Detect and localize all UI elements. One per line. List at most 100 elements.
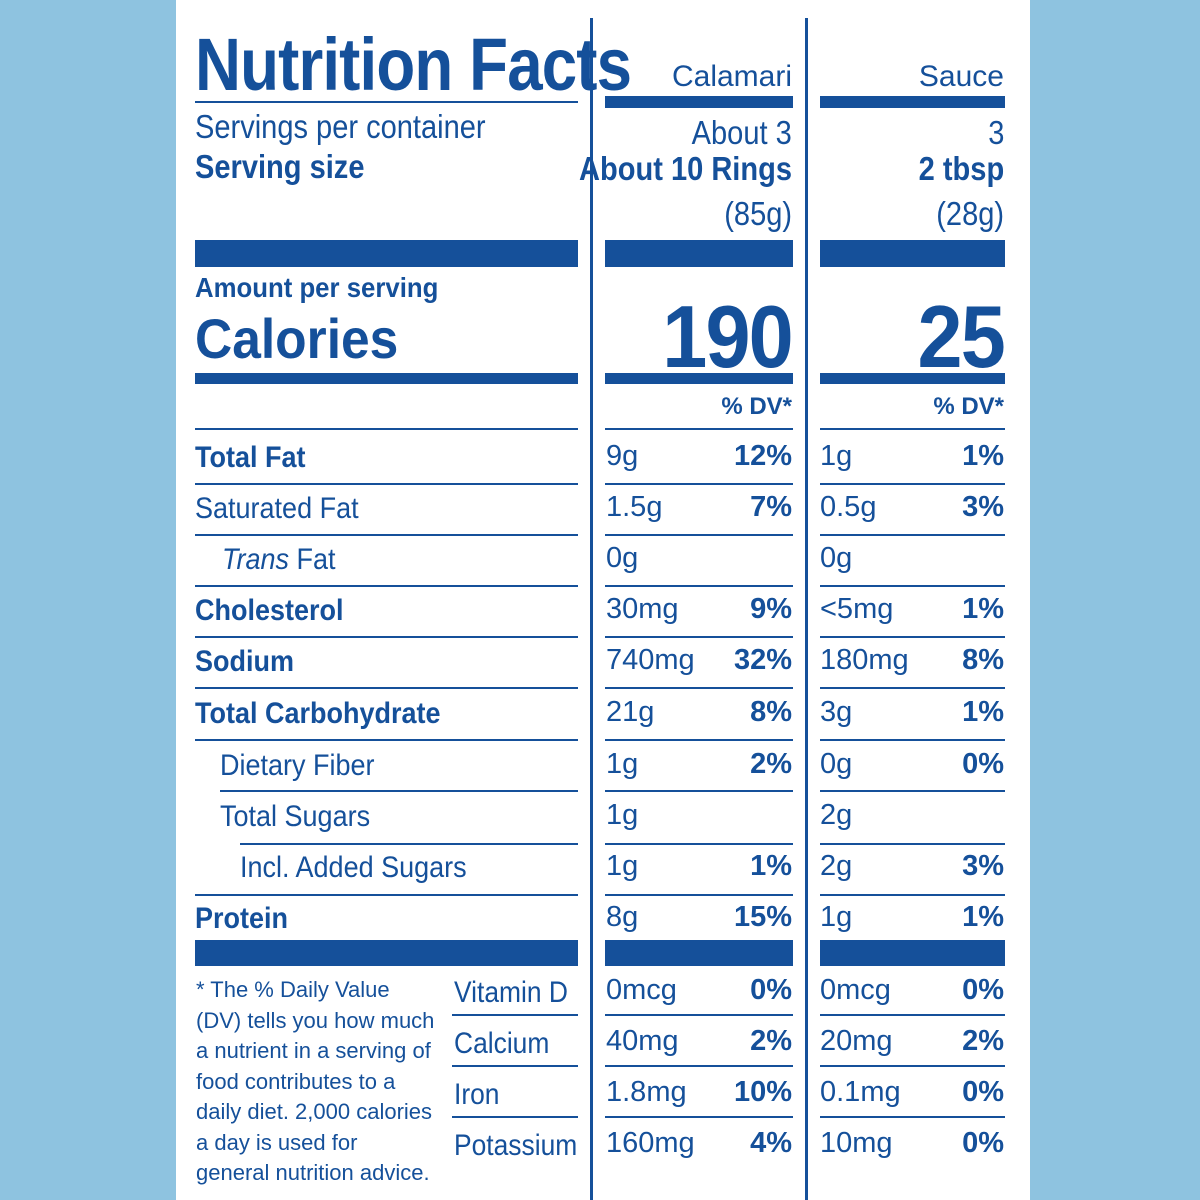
trans-rest: Fat bbox=[289, 543, 336, 576]
sauce-dv: 1% bbox=[962, 901, 1004, 933]
row-rule bbox=[605, 843, 793, 845]
calamari-dv: 9% bbox=[750, 593, 792, 625]
calories-label: Calories bbox=[195, 307, 399, 370]
row-rule bbox=[820, 843, 1005, 845]
title-rule bbox=[195, 101, 578, 103]
calamari-amount: 0g bbox=[606, 542, 639, 574]
row-rule bbox=[605, 1116, 793, 1118]
sauce-serving-size: 2 tbsp bbox=[918, 150, 1004, 187]
amount-per-serving-label: Amount per serving bbox=[195, 272, 439, 303]
calamari-dv: 12% bbox=[733, 440, 792, 472]
row-rule bbox=[195, 894, 578, 896]
sauce-amount: 180mg bbox=[820, 644, 909, 676]
row-rule bbox=[240, 843, 578, 845]
row-rule bbox=[820, 585, 1005, 587]
sauce-amount: 0g bbox=[820, 748, 853, 780]
sauce-dv: 3% bbox=[962, 491, 1004, 523]
vitamin-name: Vitamin D bbox=[454, 976, 568, 1009]
calamari-amount: 9g bbox=[606, 440, 639, 472]
row-rule bbox=[605, 534, 793, 536]
sauce-amount: 0mcg bbox=[820, 974, 891, 1006]
sauce-protein-bar bbox=[820, 940, 1005, 966]
row-rule bbox=[195, 636, 578, 638]
calamari-amount: 1g bbox=[606, 799, 639, 831]
row-rule bbox=[820, 894, 1005, 896]
calamari-amount: 30mg bbox=[606, 593, 679, 625]
calamari-serving-size: About 10 Rings bbox=[579, 150, 792, 187]
sauce-serving-weight: (28g) bbox=[936, 195, 1004, 232]
sauce-dv: 1% bbox=[962, 440, 1004, 472]
row-rule bbox=[820, 1065, 1005, 1067]
nutrient-name: Incl. Added Sugars bbox=[240, 851, 467, 884]
calamari-column-header: Calamari bbox=[671, 60, 792, 93]
sauce-dv: 0% bbox=[962, 1076, 1004, 1108]
column-divider-right bbox=[805, 18, 808, 1200]
calamari-dv: 10% bbox=[733, 1076, 792, 1108]
sauce-amount: <5mg bbox=[820, 593, 894, 625]
sauce-calories-bar bbox=[820, 373, 1005, 384]
row-rule bbox=[820, 483, 1005, 485]
servings-per-container-label: Servings per container bbox=[195, 108, 486, 145]
calamari-thick-bar bbox=[605, 240, 793, 267]
calamari-dv: 8% bbox=[750, 696, 792, 728]
calamari-dv-header: % DV* bbox=[721, 393, 792, 420]
calamari-amount: 21g bbox=[606, 696, 655, 728]
calamari-amount: 1.8mg bbox=[606, 1076, 687, 1108]
row-rule bbox=[820, 1116, 1005, 1118]
sauce-dv: 0% bbox=[962, 748, 1004, 780]
calamari-dv: 15% bbox=[733, 901, 792, 933]
vitamin-name: Potassium bbox=[454, 1129, 578, 1162]
sauce-amount: 1g bbox=[820, 440, 853, 472]
daily-value-footnote: * The % Daily Value (DV) tells you how m… bbox=[196, 977, 435, 1185]
calamari-amount: 40mg bbox=[606, 1025, 679, 1057]
calamari-dv: 2% bbox=[750, 1025, 792, 1057]
page-title: Nutrition Facts bbox=[195, 23, 632, 106]
column-divider-left bbox=[590, 18, 593, 1200]
serving-thick-bar bbox=[195, 240, 578, 267]
calamari-amount: 1.5g bbox=[606, 491, 663, 523]
calamari-dv: 32% bbox=[733, 644, 792, 676]
row-rule bbox=[605, 790, 793, 792]
nutrient-name: Dietary Fiber bbox=[220, 749, 375, 782]
row-rule bbox=[820, 687, 1005, 689]
calamari-dv: 4% bbox=[750, 1127, 792, 1159]
row-rule bbox=[820, 534, 1005, 536]
sauce-dv: 2% bbox=[962, 1025, 1004, 1057]
sauce-dv: 3% bbox=[962, 850, 1004, 882]
serving-size-label: Serving size bbox=[195, 148, 365, 185]
row-rule bbox=[605, 483, 793, 485]
calamari-amount: 160mg bbox=[606, 1127, 695, 1159]
row-rule bbox=[605, 1014, 793, 1016]
nutrient-name: Protein bbox=[195, 902, 289, 935]
calamari-dv: 1% bbox=[750, 850, 792, 882]
nutrient-name: Total Sugars bbox=[220, 800, 371, 833]
nutrient-name: Total Carbohydrate bbox=[195, 697, 441, 730]
calories-bar bbox=[195, 373, 578, 384]
calamari-protein-bar bbox=[605, 940, 793, 966]
calamari-amount: 1g bbox=[606, 850, 639, 882]
row-rule bbox=[605, 894, 793, 896]
sauce-amount: 2g bbox=[820, 850, 853, 882]
dv-header-rule bbox=[195, 428, 578, 430]
row-rule bbox=[820, 1014, 1005, 1016]
dv-header-rule-c2 bbox=[820, 428, 1005, 430]
sauce-amount: 0.5g bbox=[820, 491, 877, 523]
sauce-amount: 0g bbox=[820, 542, 853, 574]
row-rule bbox=[195, 534, 578, 536]
nutrient-name: Sodium bbox=[195, 645, 294, 678]
calamari-header-bar bbox=[605, 96, 793, 108]
vitamin-name: Iron bbox=[454, 1078, 500, 1111]
row-rule bbox=[452, 1065, 578, 1067]
protein-thick-bar bbox=[195, 940, 578, 966]
calamari-amount: 1g bbox=[606, 748, 639, 780]
nutrient-name: Cholesterol bbox=[195, 594, 344, 627]
row-rule bbox=[820, 739, 1005, 741]
sauce-calories: 25 bbox=[917, 287, 1006, 386]
row-rule bbox=[195, 687, 578, 689]
sauce-amount: 20mg bbox=[820, 1025, 893, 1057]
sauce-dv: 0% bbox=[962, 1127, 1004, 1159]
calamari-calories: 190 bbox=[662, 287, 793, 386]
sauce-dv: 1% bbox=[962, 696, 1004, 728]
calamari-serving-weight: (85g) bbox=[724, 195, 792, 232]
nutrient-name: Total Fat bbox=[195, 441, 306, 474]
